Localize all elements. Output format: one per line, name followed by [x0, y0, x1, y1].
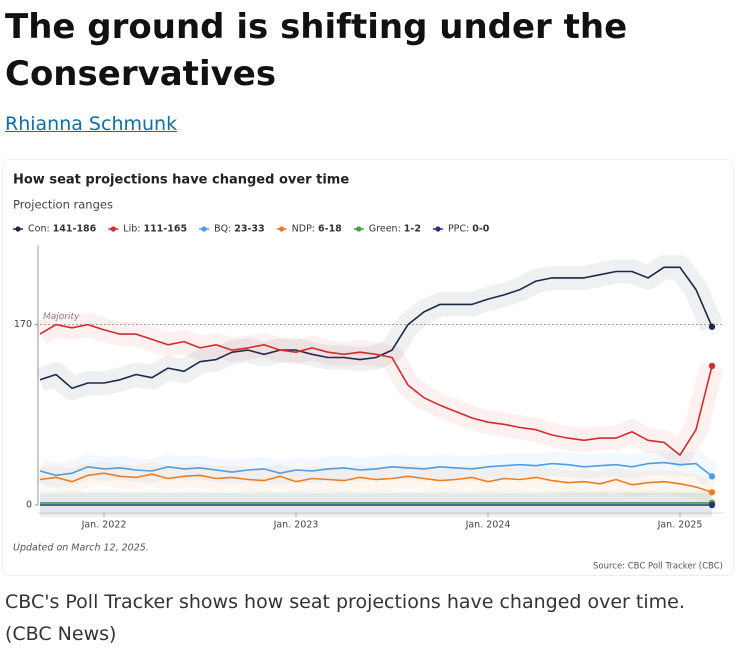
- legend-swatch-dot: [356, 226, 362, 232]
- end-point: [708, 489, 716, 496]
- series-line: [39, 472, 713, 494]
- legend-name: Lib:: [123, 224, 140, 235]
- updated-note: Updated on March 12, 2025.: [13, 543, 149, 554]
- legend-name: NDP:: [292, 224, 315, 235]
- x-tick-label: Jan. 2023: [273, 520, 319, 531]
- series-line: [39, 461, 713, 477]
- x-tick-label: Jan. 2025: [657, 520, 703, 531]
- series-line: [39, 266, 713, 390]
- legend-swatch-dot: [15, 226, 21, 232]
- legend-name: Con:: [28, 224, 50, 235]
- legend-range: 141-186: [53, 224, 97, 235]
- end-point: [708, 473, 716, 480]
- legend-range: 23-33: [234, 224, 264, 235]
- range-band: [33, 312, 724, 468]
- legend-name: BQ:: [214, 224, 231, 235]
- legend-name: PPC:: [448, 224, 469, 235]
- author-link[interactable]: Rhianna Schmunk: [5, 113, 178, 135]
- legend-range: 0-0: [472, 224, 490, 235]
- legend-range: 1-2: [404, 224, 421, 235]
- chart-title: How seat projections have changed over t…: [13, 173, 349, 188]
- series-line: [39, 323, 713, 456]
- caption: CBC's Poll Tracker shows how seat projec…: [5, 591, 685, 645]
- legend-swatch-dot: [110, 226, 116, 232]
- chart-subtitle: Projection ranges: [13, 198, 113, 212]
- legend-range: 111-165: [143, 224, 187, 235]
- chart: How seat projections have changed over t…: [3, 160, 733, 575]
- end-point: [708, 362, 716, 370]
- majority-label: Majority: [43, 312, 80, 322]
- legend-name: Green:: [369, 224, 401, 235]
- end-point: [708, 501, 716, 509]
- y-tick-label: 0: [26, 500, 32, 511]
- x-tick-label: Jan. 2024: [465, 520, 511, 531]
- legend-swatch-dot: [279, 226, 285, 232]
- headline: The ground is shifting under the Conserv…: [5, 7, 628, 94]
- legend-swatch-dot: [201, 226, 207, 232]
- legend-range: 6-18: [318, 224, 342, 235]
- x-tick-label: Jan. 2022: [81, 520, 127, 531]
- source-note: Source: CBC Poll Tracker (CBC): [593, 562, 723, 572]
- y-tick-label: 170: [14, 319, 32, 330]
- legend-swatch-dot: [435, 226, 441, 232]
- end-point: [708, 323, 716, 330]
